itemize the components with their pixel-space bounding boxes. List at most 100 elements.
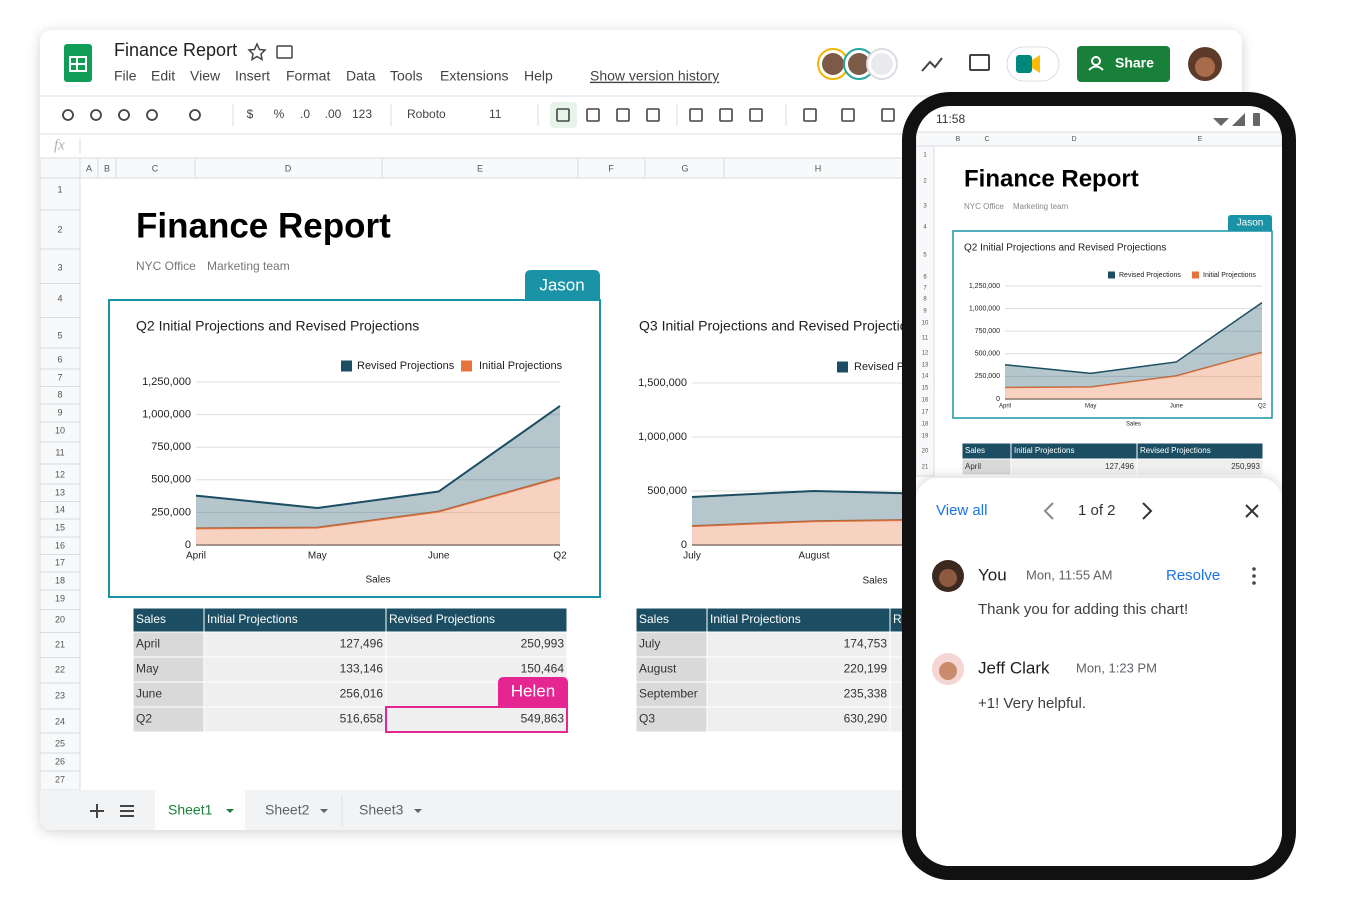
y-tick-label: 500,000 xyxy=(647,485,687,497)
table-header: Initial Projections xyxy=(710,612,801,626)
cursor-tag xyxy=(525,270,600,300)
comments-sheet xyxy=(916,478,1282,866)
close-button[interactable] xyxy=(1245,504,1259,518)
x-tick-label: May xyxy=(308,551,327,562)
toolbar-label[interactable]: 123 xyxy=(352,107,372,121)
toolbar-label[interactable]: .00 xyxy=(325,107,342,121)
legend-label: Revised Projections xyxy=(357,360,455,372)
comment-time: Mon, 1:23 PM xyxy=(1076,660,1157,675)
legend-label: Initial Projections xyxy=(1203,272,1256,279)
menu-item[interactable]: Data xyxy=(346,68,376,84)
table-cell-text: 256,016 xyxy=(340,687,384,701)
menu-item[interactable]: Edit xyxy=(151,68,175,84)
x-tick-label: Q2 xyxy=(1258,404,1267,410)
sheet-tab[interactable]: Sheet1 xyxy=(168,802,213,818)
toolbar-label[interactable]: .0 xyxy=(300,107,310,121)
toolbar-label[interactable]: % xyxy=(274,107,285,121)
sheet-tab[interactable]: Sheet3 xyxy=(359,802,404,818)
table-cell-text: May xyxy=(136,662,159,676)
row-header: 1 xyxy=(57,184,62,194)
more-menu[interactable] xyxy=(1252,567,1256,571)
row-header: 19 xyxy=(55,593,65,603)
menu-item[interactable]: Help xyxy=(524,68,553,84)
menu-item[interactable]: Insert xyxy=(235,68,270,84)
more-menu[interactable] xyxy=(1252,581,1256,585)
menu-item[interactable]: View xyxy=(190,68,221,84)
table-cell xyxy=(706,631,891,658)
undo-icon xyxy=(62,109,74,121)
menu-item[interactable]: Extensions xyxy=(440,68,508,84)
table-cell-text: 235,338 xyxy=(844,687,888,701)
column-header: D xyxy=(1071,136,1076,143)
row-header: 2 xyxy=(57,224,62,234)
row-header: 16 xyxy=(55,540,65,550)
paint-format-icon xyxy=(146,109,158,121)
row-header: 8 xyxy=(923,297,927,303)
row-header: 15 xyxy=(55,522,65,532)
x-tick-label: July xyxy=(683,551,701,562)
sheet-subtitle: NYC Office xyxy=(964,202,1004,211)
user-avatar-face xyxy=(1195,57,1215,77)
table-cell xyxy=(203,631,387,658)
window-content: Finance Report File Edit View Insert Format Da… xyxy=(40,40,1242,830)
table-cell-text: June xyxy=(136,687,162,701)
next-button[interactable] xyxy=(1142,502,1153,520)
share-button-label[interactable]: Share xyxy=(1115,55,1154,71)
version-history-link[interactable]: Show version history xyxy=(590,68,719,84)
x-tick-label: June xyxy=(1170,404,1184,410)
toolbar-icon xyxy=(841,108,855,122)
chart-selection xyxy=(108,299,601,598)
toolbar-icon xyxy=(749,108,763,122)
table-cell-text: Q2 xyxy=(136,712,152,726)
menu-item[interactable]: File xyxy=(114,68,137,84)
view-all-link[interactable]: View all xyxy=(936,502,987,519)
table-header: Revised Projections xyxy=(389,612,495,626)
resolve-button[interactable]: Resolve xyxy=(1166,567,1220,584)
status-time: 11:58 xyxy=(936,112,965,126)
row-header: 1 xyxy=(923,153,927,159)
toolbar-icon xyxy=(586,108,600,122)
table-header: Initial Projections xyxy=(207,612,298,626)
sheet-tab-menu xyxy=(226,809,234,813)
status-signal xyxy=(1232,113,1245,126)
table-cell xyxy=(706,706,891,733)
toolbar-label[interactable]: $ xyxy=(247,107,254,121)
print-icon xyxy=(118,109,130,121)
table-cell xyxy=(132,656,205,683)
row-header: 22 xyxy=(55,664,65,674)
prev-button[interactable] xyxy=(1043,502,1054,520)
more-menu[interactable] xyxy=(1252,574,1256,578)
x-tick-label: April xyxy=(999,404,1011,410)
menu-item[interactable]: Tools xyxy=(390,68,423,84)
sheet-subtitle: Marketing team xyxy=(1013,202,1068,211)
column-header: C xyxy=(984,136,989,143)
sheet-tab[interactable]: Sheet2 xyxy=(265,802,310,818)
row-header: 16 xyxy=(922,398,929,404)
legend-swatch xyxy=(341,360,352,372)
table-cell xyxy=(635,656,708,683)
zoom-icon xyxy=(189,109,201,121)
toolbar-icon xyxy=(556,108,570,122)
row-header: 12 xyxy=(922,351,929,357)
x-tick-label: April xyxy=(186,551,206,562)
toolbar-label[interactable]: Roboto xyxy=(407,107,446,121)
y-tick-label: 500,000 xyxy=(975,351,1000,358)
table-cell-text: 174,753 xyxy=(844,637,888,651)
column-header: F xyxy=(608,163,614,173)
row-header: 6 xyxy=(57,354,62,364)
table-cell-text: 133,146 xyxy=(340,662,384,676)
menu-item[interactable]: Format xyxy=(286,68,330,84)
collaborator-face xyxy=(871,53,893,75)
column-header: H xyxy=(815,163,822,173)
y-tick-label: 1,250,000 xyxy=(969,283,1000,290)
share-button[interactable] xyxy=(1077,46,1170,82)
cursor-tag xyxy=(1228,215,1272,231)
phone-row-headers xyxy=(916,145,935,477)
cursor-name: Helen xyxy=(511,681,555,700)
table-header: Sales xyxy=(136,612,166,626)
toolbar-label[interactable]: 11 xyxy=(489,107,502,121)
row-header: 17 xyxy=(922,410,929,416)
area xyxy=(692,490,936,527)
row-header: 3 xyxy=(923,204,927,210)
